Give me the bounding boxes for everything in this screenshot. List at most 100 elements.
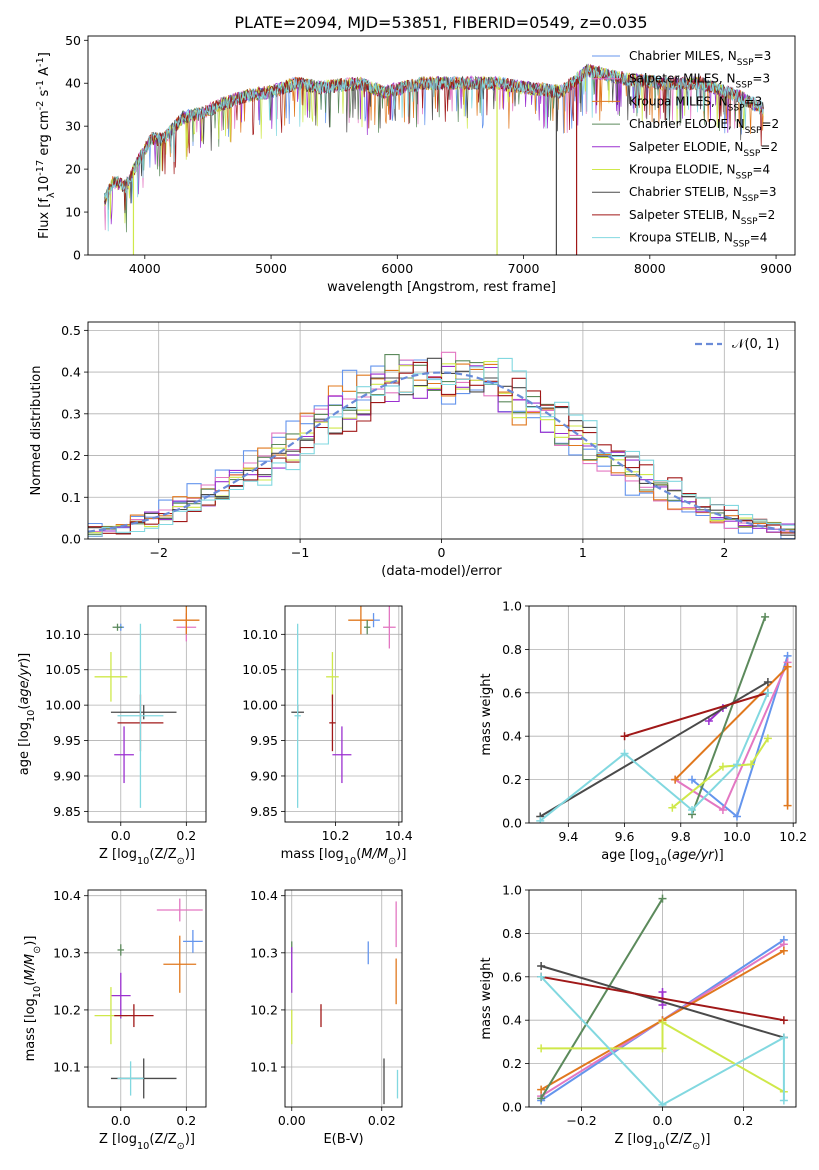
x-tick-label: 9000 — [760, 261, 792, 276]
axes-frame — [528, 889, 797, 1108]
weight-marker — [718, 762, 727, 771]
x-axis-label: (data-model)/error — [381, 564, 502, 579]
weight-line — [691, 616, 767, 815]
x-tick-label: −2 — [149, 545, 167, 560]
weight-marker — [620, 749, 629, 758]
axes-frame — [284, 889, 403, 1108]
weight-line — [624, 691, 769, 738]
y-tick-label: 0.4 — [502, 1013, 522, 1028]
plot-area — [291, 901, 399, 1105]
legend-label: Kroupa ELODIE, NSSP=4 — [629, 163, 770, 182]
weight-line — [540, 898, 664, 1099]
x-tick-label: 10.0 — [723, 829, 751, 844]
x-axis-label: age [log10(age/yr)] — [601, 848, 724, 868]
y-tick-label: 0.4 — [61, 365, 81, 380]
weight-marker — [688, 805, 697, 814]
x-tick-label: −1 — [291, 545, 309, 560]
x-tick-label: 10.2 — [779, 829, 807, 844]
y-tick-label: 9.90 — [250, 768, 278, 783]
histogram-series — [88, 357, 795, 536]
x-tick-label: 9.6 — [615, 829, 635, 844]
spectrum-legend: Chabrier MILES, NSSP=3 Salpeter MILES, NS… — [592, 49, 779, 250]
weight-marker — [761, 612, 770, 621]
weight-marker — [658, 1044, 667, 1053]
y-tick-label: 0.8 — [502, 642, 522, 657]
x-tick-label: 10.4 — [385, 828, 413, 843]
weight-line — [540, 965, 785, 1039]
y-tick-label: 9.90 — [53, 768, 81, 783]
y-axis-label: mass [log10(M/M⊙)] — [23, 936, 43, 1062]
weight-marker — [537, 1094, 546, 1103]
plot-area — [537, 894, 788, 1107]
y-tick-label: 10.05 — [242, 662, 278, 677]
x-tick-label: 4000 — [129, 261, 161, 276]
panel-z_age: 0.0 0.2 9.85 9.90 9.95 10.00 10.05 10.10 Z [log1… — [17, 605, 207, 867]
weight-marker — [658, 894, 667, 903]
x-tick-label: 0 — [438, 545, 446, 560]
y-tick-label: 10.00 — [45, 698, 81, 713]
y-tick-label: 10.05 — [45, 662, 81, 677]
weight-line — [671, 737, 769, 809]
x-tick-label: 0.2 — [176, 828, 196, 843]
weight-marker — [704, 717, 713, 726]
x-tick-label: 0.02 — [368, 1113, 396, 1128]
x-tick-label: 0.0 — [111, 828, 131, 843]
weight-marker — [732, 760, 741, 769]
axes-frame — [87, 321, 796, 540]
weight-marker — [537, 1085, 546, 1094]
y-tick-label: 40 — [65, 76, 81, 91]
weight-marker — [783, 662, 792, 671]
spectrum-line — [104, 64, 764, 232]
x-tick-label: 0.0 — [111, 1113, 131, 1128]
y-tick-label: 1.0 — [502, 883, 522, 898]
axes-frame — [87, 35, 796, 256]
weight-marker — [783, 801, 792, 810]
x-axis-label: mass [log10(M/M⊙)] — [281, 847, 407, 867]
x-tick-label: 0.0 — [653, 1113, 673, 1128]
x-axis-label: E(B-V) — [323, 1132, 363, 1147]
weight-marker — [537, 1044, 546, 1053]
x-tick-label: 9.4 — [558, 829, 578, 844]
y-tick-label: 10.3 — [250, 945, 278, 960]
x-axis-label: Z [log10(Z/Z⊙)] — [99, 1132, 195, 1152]
x-tick-label: 9.8 — [671, 829, 691, 844]
y-tick-label: 30 — [65, 119, 81, 134]
panel-age_weight: 9.4 9.6 9.8 10.0 10.2 0.0 0.2 0.4 0.6 0.8 1.0 age [… — [479, 599, 807, 868]
weight-marker — [779, 1033, 788, 1042]
y-tick-label: 0.0 — [502, 1100, 522, 1115]
y-tick-label: 0.4 — [502, 729, 522, 744]
panel-mass_age: 10.2 10.4 9.85 9.90 9.95 10.00 10.05 10.10 mass … — [242, 605, 413, 867]
weight-line — [541, 1020, 785, 1093]
weight-marker — [732, 812, 741, 821]
weight-marker — [658, 1100, 667, 1107]
plot-area — [536, 612, 792, 823]
y-tick-label: 0.6 — [502, 969, 522, 984]
y-tick-label: 0.1 — [61, 490, 81, 505]
legend-label: Kroupa MILES, NSSP=3 — [629, 94, 762, 113]
panel-z_weight: −0.2 0.0 0.2 0.0 0.2 0.4 0.6 0.8 1.0 Z [log10(Z/Z… — [479, 883, 797, 1152]
weight-marker — [779, 1016, 788, 1025]
weight-marker — [779, 946, 788, 955]
weight-marker — [536, 816, 545, 823]
y-tick-label: 0 — [73, 248, 81, 263]
y-tick-label: 10.3 — [53, 945, 81, 960]
y-tick-label: 0.2 — [61, 448, 81, 463]
y-tick-label: 20 — [65, 162, 81, 177]
y-tick-label: 50 — [65, 33, 81, 48]
y-tick-label: 9.85 — [250, 804, 278, 819]
y-tick-label: 10 — [65, 205, 81, 220]
y-tick-label: 0.0 — [502, 816, 522, 831]
x-tick-label: −0.2 — [566, 1113, 596, 1128]
panel-residuals: −2 −1 0 1 2 0.0 0.1 0.2 0.3 0.4 0.5 (data-model)/er… — [29, 321, 796, 579]
weight-marker — [671, 775, 680, 784]
y-tick-label: 9.95 — [53, 733, 81, 748]
y-tick-label: 10.4 — [250, 888, 278, 903]
y-tick-label: 10.00 — [242, 698, 278, 713]
normal-legend-label: 𝒩(0, 1) — [732, 337, 779, 352]
axes-frame — [528, 605, 797, 824]
y-tick-label: 10.2 — [250, 1002, 278, 1017]
y-tick-label: 10.4 — [53, 888, 81, 903]
y-axis-label: mass weight — [479, 673, 494, 755]
y-tick-label: 0.5 — [61, 323, 81, 338]
